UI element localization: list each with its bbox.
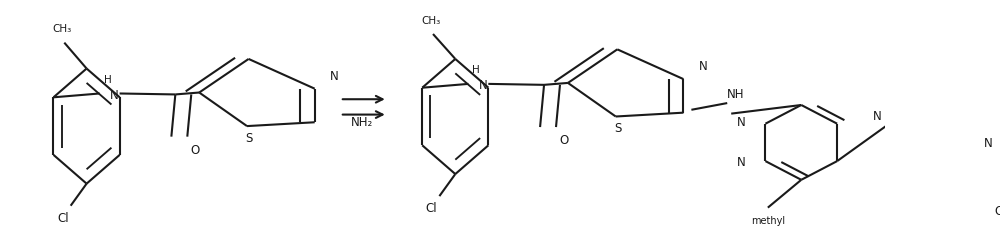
Text: N: N (330, 70, 339, 83)
Text: O: O (559, 134, 569, 147)
Text: N: N (479, 79, 488, 92)
Text: N: N (110, 89, 119, 102)
Text: H: H (472, 65, 480, 75)
Text: N: N (737, 116, 746, 129)
Text: O: O (191, 144, 200, 157)
Text: NH: NH (726, 88, 744, 101)
Text: H: H (104, 75, 112, 85)
Text: N: N (737, 156, 746, 168)
Text: Cl: Cl (426, 202, 437, 215)
Text: N: N (984, 137, 992, 150)
Text: methyl: methyl (751, 216, 785, 226)
Text: N: N (699, 60, 708, 73)
Text: S: S (614, 123, 622, 135)
Text: CH₃: CH₃ (52, 24, 72, 34)
Text: NH₂: NH₂ (351, 116, 373, 129)
Text: S: S (246, 132, 253, 145)
Text: N: N (873, 110, 882, 123)
Text: Cl: Cl (57, 212, 69, 225)
Text: OH: OH (994, 205, 1000, 218)
Text: CH₃: CH₃ (421, 16, 440, 26)
